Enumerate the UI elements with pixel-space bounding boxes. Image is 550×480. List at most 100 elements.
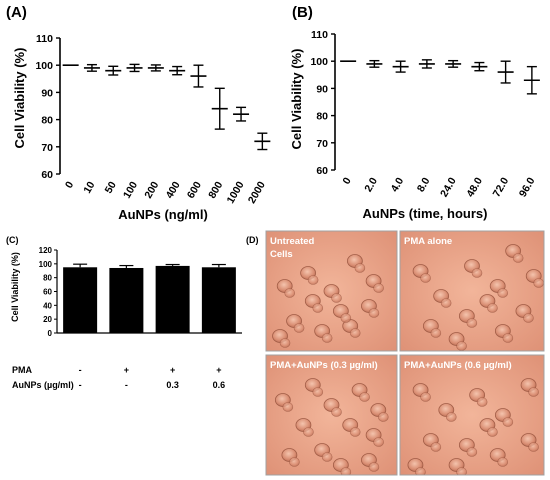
micrograph-tile: PMA+AuNPs (0.3 µg/ml) [265,354,398,476]
panel-a-x-tick-label: 1000 [225,179,247,205]
panel-a-y-tick-label: 90 [41,87,53,99]
micrograph-cell [466,447,478,457]
panel-b-x-tick-label: 96.0 [517,175,538,199]
micrograph-cell [349,427,361,437]
panel-a-x-tick-label: 400 [164,179,183,200]
panel-a-x-tick-label: 10 [81,179,97,195]
micrograph-label: Untreated [270,236,315,247]
panel-b-y-title: Cell Viability (%) [289,49,304,150]
micrograph-border [265,354,398,476]
panel-b-x-tick-label: 24.0 [438,175,459,199]
micrograph-cell [476,397,488,407]
panel-b-point [523,65,540,95]
panel-c-condition-value: + [216,365,221,375]
panel-a-y-title: Cell Viability (%) [12,48,27,149]
micrograph-cell [497,288,509,298]
micrograph-cell [445,412,457,422]
panel-c-bar [155,265,190,333]
panel-c-condition-value: - [79,365,82,375]
micrograph-border [399,230,545,352]
panel-b-y-tick-label: 60 [316,165,328,177]
panel-b-x-title: AuNPs (time, hours) [363,206,488,221]
micrograph-cell [312,387,324,397]
micrograph-cell [533,278,544,288]
panel-c-y-tick-label: 120 [39,246,53,255]
micrograph-cell [349,328,361,338]
panel-b-letter: (B) [292,4,313,21]
panel-c-condition-value: 0.6 [213,380,226,390]
panel-a-y-tick-label: 80 [41,115,53,127]
micrograph-cell [359,392,370,402]
panel-a-point [233,106,250,122]
micrograph-cell [466,318,478,328]
micrograph-cell [512,253,524,263]
micrograph-cell [368,308,380,318]
micrograph-cell [456,341,467,351]
micrograph-cell [321,333,333,343]
micrograph-cell [523,313,534,323]
panel-b-y-tick-label: 100 [310,56,328,68]
micrograph-cell [528,387,539,397]
micrograph-content [400,231,544,351]
panel-d: (D) Untreated Cells PMA alone PMA+AuNPs (0.… [246,230,545,476]
micrograph-background [400,231,544,351]
micrograph-cell [289,457,300,467]
micrograph-content [400,355,544,475]
micrograph-cell [331,293,342,303]
micrograph-label: PMA alone [404,236,452,247]
panel-c-bar [63,267,98,333]
micrograph-cell [528,442,539,452]
panel-a-point [105,65,122,76]
panel-c-bar [109,267,144,333]
micrograph-cell [377,412,389,422]
micrograph-cell [373,437,384,447]
micrograph-cell [282,402,294,412]
panel-c-condition-value: + [124,365,129,375]
micrograph-cell [502,333,514,343]
panel-b-point [366,59,383,68]
micrograph-label: PMA+AuNPs (0.6 µg/ml) [404,360,512,371]
panel-a-point [190,64,207,88]
panel-c-condition-value: - [79,380,82,390]
micrograph-cell [487,427,498,437]
micrograph-cell [456,467,467,475]
panel-c-condition-value: + [170,365,175,375]
panel-a: (A) Cell Viability (%) AuNPs (ng/ml) 60 7… [6,4,271,222]
panel-a-x-tick-label: 600 [185,179,204,200]
panel-d-letter: (D) [246,235,259,245]
panel-a-y-tick-label: 70 [41,142,53,154]
micrograph-tile: PMA+AuNPs (0.6 µg/ml) [399,354,545,476]
panel-a-x-title: AuNPs (ng/ml) [118,207,208,222]
panel-a-point [83,63,100,72]
panel-a-y-tick-label: 110 [36,33,53,45]
panel-c-y-tick-label: 20 [43,315,52,324]
micrograph-tile: Untreated Cells [265,230,398,352]
panel-b-x-tick-label: 4.0 [389,175,407,194]
panel-a-x-tick-label: 200 [142,179,161,200]
micrograph-cell [502,417,514,427]
micrograph-cell [312,303,324,313]
panel-a-x-tick-label: 800 [206,179,225,200]
micrograph-cell [373,283,384,293]
panel-b-y-tick-label: 80 [316,111,328,123]
panel-a-x-tick-label: 2000 [246,179,268,205]
micrograph-cell [279,338,291,348]
panel-c-y-title: Cell Viability (%) [10,252,20,322]
micrograph-cell [430,442,442,452]
micrograph-cell [420,392,431,402]
micrograph-label: PMA+AuNPs (0.3 µg/ml) [270,360,378,371]
micrograph-cell [303,427,314,437]
micrograph-cell [471,268,483,278]
panel-c-condition-value: - [125,380,128,390]
panel-c-condition-label: PMA [12,365,33,375]
micrograph-cell [415,467,426,475]
micrograph-cell [307,275,319,285]
panel-c-letter: (C) [6,235,19,245]
panel-c-y-tick-label: 0 [48,329,53,338]
micrograph-cell [340,313,352,323]
micrograph-cell [354,263,366,273]
panel-b-y-tick-label: 110 [311,29,328,41]
panel-a-point [211,87,228,130]
panel-c-condition-label: AuNPs (µg/ml) [12,380,74,390]
